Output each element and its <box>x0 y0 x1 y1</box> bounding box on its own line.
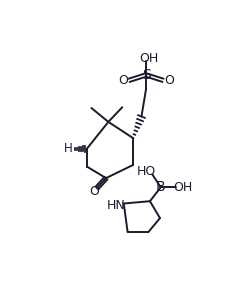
Text: B: B <box>156 180 166 194</box>
Text: H: H <box>64 142 73 155</box>
Text: O: O <box>118 74 128 87</box>
Text: OH: OH <box>139 52 158 65</box>
Text: HN: HN <box>107 199 125 212</box>
Text: HO: HO <box>137 165 156 178</box>
Text: OH: OH <box>173 181 193 194</box>
Text: O: O <box>164 74 174 87</box>
Text: O: O <box>89 185 99 198</box>
Text: S: S <box>142 68 151 82</box>
